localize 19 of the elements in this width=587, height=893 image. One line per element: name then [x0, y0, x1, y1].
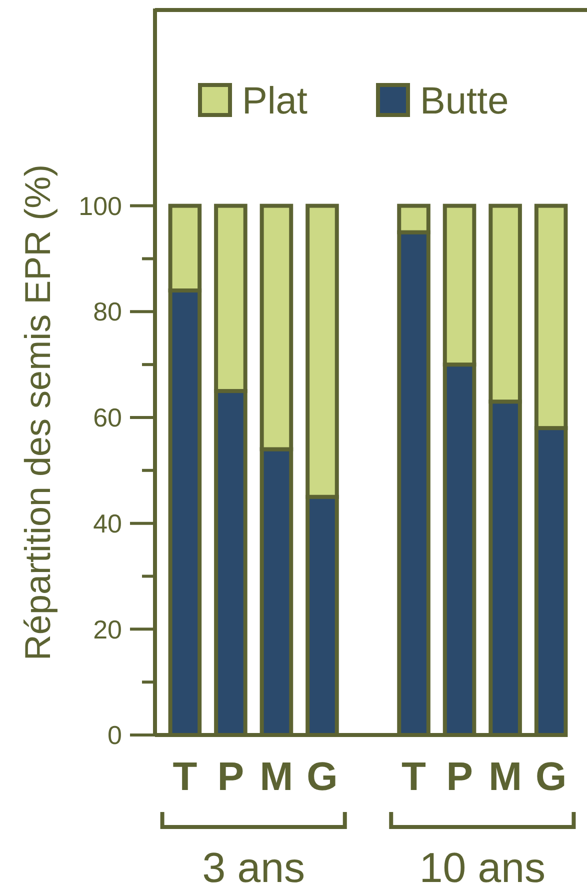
- x-tick-label: T: [172, 755, 198, 799]
- x-tick-label: P: [446, 755, 473, 799]
- x-tick-label: G: [536, 755, 567, 799]
- y-tick-label: 40: [93, 508, 122, 538]
- legend-label: Butte: [420, 80, 509, 122]
- y-tick-label: 100: [78, 190, 122, 221]
- y-tick-label: 80: [93, 296, 122, 327]
- x-tick-label: T: [402, 755, 426, 799]
- x-tick-label: G: [306, 755, 338, 799]
- x-tick-label: P: [217, 755, 244, 799]
- text: 3 ans: [202, 844, 305, 891]
- x-tick-label: M: [488, 755, 522, 799]
- y-tick-label: 20: [93, 614, 122, 644]
- y-tick-label: 60: [93, 402, 122, 433]
- y-axis-title: Répartition des semis EPR (%): [17, 164, 58, 661]
- text: 10 ans: [419, 844, 546, 891]
- x-tick-label: M: [260, 755, 294, 799]
- legend-label: Plat: [242, 80, 308, 122]
- y-tick-label: 0: [108, 720, 122, 750]
